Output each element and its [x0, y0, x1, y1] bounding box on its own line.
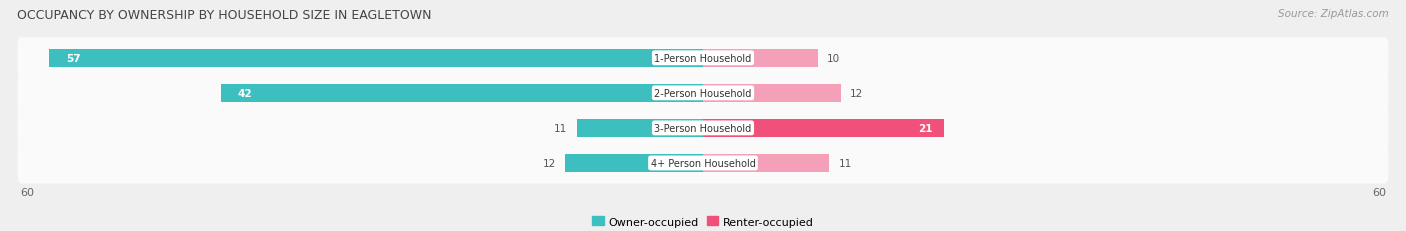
Text: 10: 10 — [827, 54, 841, 64]
Bar — [565, 154, 703, 172]
Bar — [703, 119, 945, 137]
Text: 42: 42 — [238, 88, 253, 98]
Text: 2-Person Household: 2-Person Household — [654, 88, 752, 98]
FancyBboxPatch shape — [17, 108, 1389, 149]
Text: 4+ Person Household: 4+ Person Household — [651, 158, 755, 168]
FancyBboxPatch shape — [17, 143, 1389, 184]
Text: 12: 12 — [851, 88, 863, 98]
Text: 60: 60 — [20, 187, 34, 197]
Text: 12: 12 — [543, 158, 555, 168]
Bar — [703, 49, 818, 68]
FancyBboxPatch shape — [17, 73, 1389, 114]
Text: 3-Person Household: 3-Person Household — [654, 123, 752, 133]
Text: 57: 57 — [66, 54, 80, 64]
Text: 21: 21 — [918, 123, 932, 133]
Text: 60: 60 — [1372, 187, 1386, 197]
Bar — [576, 119, 703, 137]
Bar — [703, 84, 841, 103]
Text: 11: 11 — [838, 158, 852, 168]
Text: 11: 11 — [554, 123, 568, 133]
Bar — [48, 49, 703, 68]
Bar — [221, 84, 703, 103]
Bar — [703, 154, 830, 172]
FancyBboxPatch shape — [17, 38, 1389, 79]
Legend: Owner-occupied, Renter-occupied: Owner-occupied, Renter-occupied — [588, 212, 818, 231]
Text: 1-Person Household: 1-Person Household — [654, 54, 752, 64]
Text: OCCUPANCY BY OWNERSHIP BY HOUSEHOLD SIZE IN EAGLETOWN: OCCUPANCY BY OWNERSHIP BY HOUSEHOLD SIZE… — [17, 9, 432, 22]
Text: Source: ZipAtlas.com: Source: ZipAtlas.com — [1278, 9, 1389, 19]
